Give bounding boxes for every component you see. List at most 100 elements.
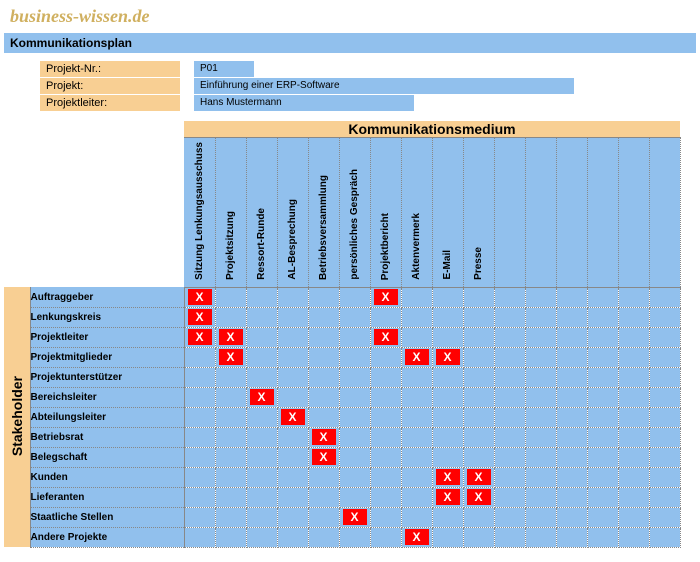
matrix-cell	[184, 367, 215, 387]
matrix-cell	[401, 367, 432, 387]
matrix-cell	[463, 307, 494, 327]
matrix-cell	[401, 407, 432, 427]
matrix-cell	[525, 507, 556, 527]
matrix-cell: X	[246, 387, 277, 407]
matrix-cell	[432, 507, 463, 527]
meta-label: Projektleiter:	[40, 95, 180, 111]
matrix-cell	[587, 487, 618, 507]
row-axis-title: Stakeholder	[4, 287, 30, 547]
matrix-cell	[184, 447, 215, 467]
matrix-cell: X	[215, 347, 246, 367]
column-header	[494, 138, 525, 288]
matrix-cell	[463, 407, 494, 427]
matrix-cell	[494, 467, 525, 487]
column-header: Betriebsversammlung	[308, 138, 339, 288]
matrix-cell	[370, 347, 401, 367]
matrix-cell	[525, 287, 556, 307]
row-header: Auftraggeber	[30, 287, 184, 307]
matrix-cell	[401, 327, 432, 347]
matrix-cell	[525, 387, 556, 407]
mark-icon: X	[219, 329, 243, 345]
matrix-cell	[277, 467, 308, 487]
matrix-cell	[184, 387, 215, 407]
matrix-cell	[215, 487, 246, 507]
mark-icon: X	[188, 329, 212, 345]
row-header: Lenkungskreis	[30, 307, 184, 327]
matrix-cell	[308, 507, 339, 527]
matrix-cell	[649, 527, 680, 547]
matrix-cell	[494, 307, 525, 327]
row-header: Kunden	[30, 467, 184, 487]
matrix-cell	[401, 307, 432, 327]
matrix-cell	[215, 367, 246, 387]
matrix-cell	[246, 447, 277, 467]
column-header: Sitzung Lenkungsausschuss	[184, 138, 215, 288]
matrix-cell	[277, 507, 308, 527]
matrix-cell	[339, 427, 370, 447]
matrix-cell	[494, 387, 525, 407]
matrix-cell	[525, 347, 556, 367]
mark-icon: X	[250, 389, 274, 405]
matrix-cell	[277, 307, 308, 327]
column-header	[618, 138, 649, 288]
column-header: persönliches Gespräch	[339, 138, 370, 288]
matrix-cell	[370, 307, 401, 327]
mark-icon: X	[219, 349, 243, 365]
matrix-cell: X	[215, 327, 246, 347]
matrix-cell	[494, 287, 525, 307]
matrix-cell	[370, 367, 401, 387]
matrix-cell	[246, 347, 277, 367]
matrix-cell	[556, 487, 587, 507]
matrix-cell	[525, 447, 556, 467]
matrix-cell	[246, 507, 277, 527]
matrix-cell	[618, 527, 649, 547]
matrix-cell	[649, 467, 680, 487]
matrix-cell	[525, 427, 556, 447]
matrix-cell	[184, 507, 215, 527]
matrix-cell	[277, 287, 308, 307]
matrix-cell	[432, 307, 463, 327]
meta-value: P01	[194, 61, 254, 77]
mark-icon: X	[467, 489, 491, 505]
column-axis-title: Kommunikationsmedium	[184, 121, 680, 138]
matrix-cell	[339, 407, 370, 427]
matrix-cell	[618, 467, 649, 487]
matrix-cell	[494, 507, 525, 527]
matrix-cell	[308, 467, 339, 487]
matrix-cell	[525, 407, 556, 427]
matrix-cell	[649, 507, 680, 527]
matrix-cell	[556, 327, 587, 347]
matrix-cell	[246, 527, 277, 547]
matrix-cell	[432, 407, 463, 427]
matrix-cell	[587, 347, 618, 367]
matrix-cell: X	[277, 407, 308, 427]
matrix-cell	[277, 447, 308, 467]
matrix-cell	[463, 527, 494, 547]
matrix-cell	[246, 427, 277, 447]
matrix-cell	[463, 387, 494, 407]
meta-row: Projekt:Einführung einer ERP-Software	[40, 78, 700, 94]
matrix-cell	[556, 467, 587, 487]
matrix-cell	[556, 347, 587, 367]
matrix-cell	[618, 487, 649, 507]
meta-value: Einführung einer ERP-Software	[194, 78, 574, 94]
matrix-cell	[494, 447, 525, 467]
matrix-cell	[370, 427, 401, 447]
column-header	[556, 138, 587, 288]
matrix-cell	[401, 387, 432, 407]
matrix-cell	[618, 307, 649, 327]
matrix-cell	[649, 347, 680, 367]
matrix-cell: X	[308, 447, 339, 467]
matrix-cell: X	[432, 487, 463, 507]
matrix-cell	[277, 387, 308, 407]
matrix-cell	[401, 467, 432, 487]
matrix-cell	[556, 367, 587, 387]
matrix-cell	[215, 447, 246, 467]
matrix-cell: X	[308, 427, 339, 447]
matrix-cell	[308, 367, 339, 387]
matrix-cell	[339, 327, 370, 347]
matrix-cell	[494, 367, 525, 387]
matrix-cell: X	[401, 527, 432, 547]
matrix-cell	[308, 287, 339, 307]
matrix-cell	[525, 487, 556, 507]
